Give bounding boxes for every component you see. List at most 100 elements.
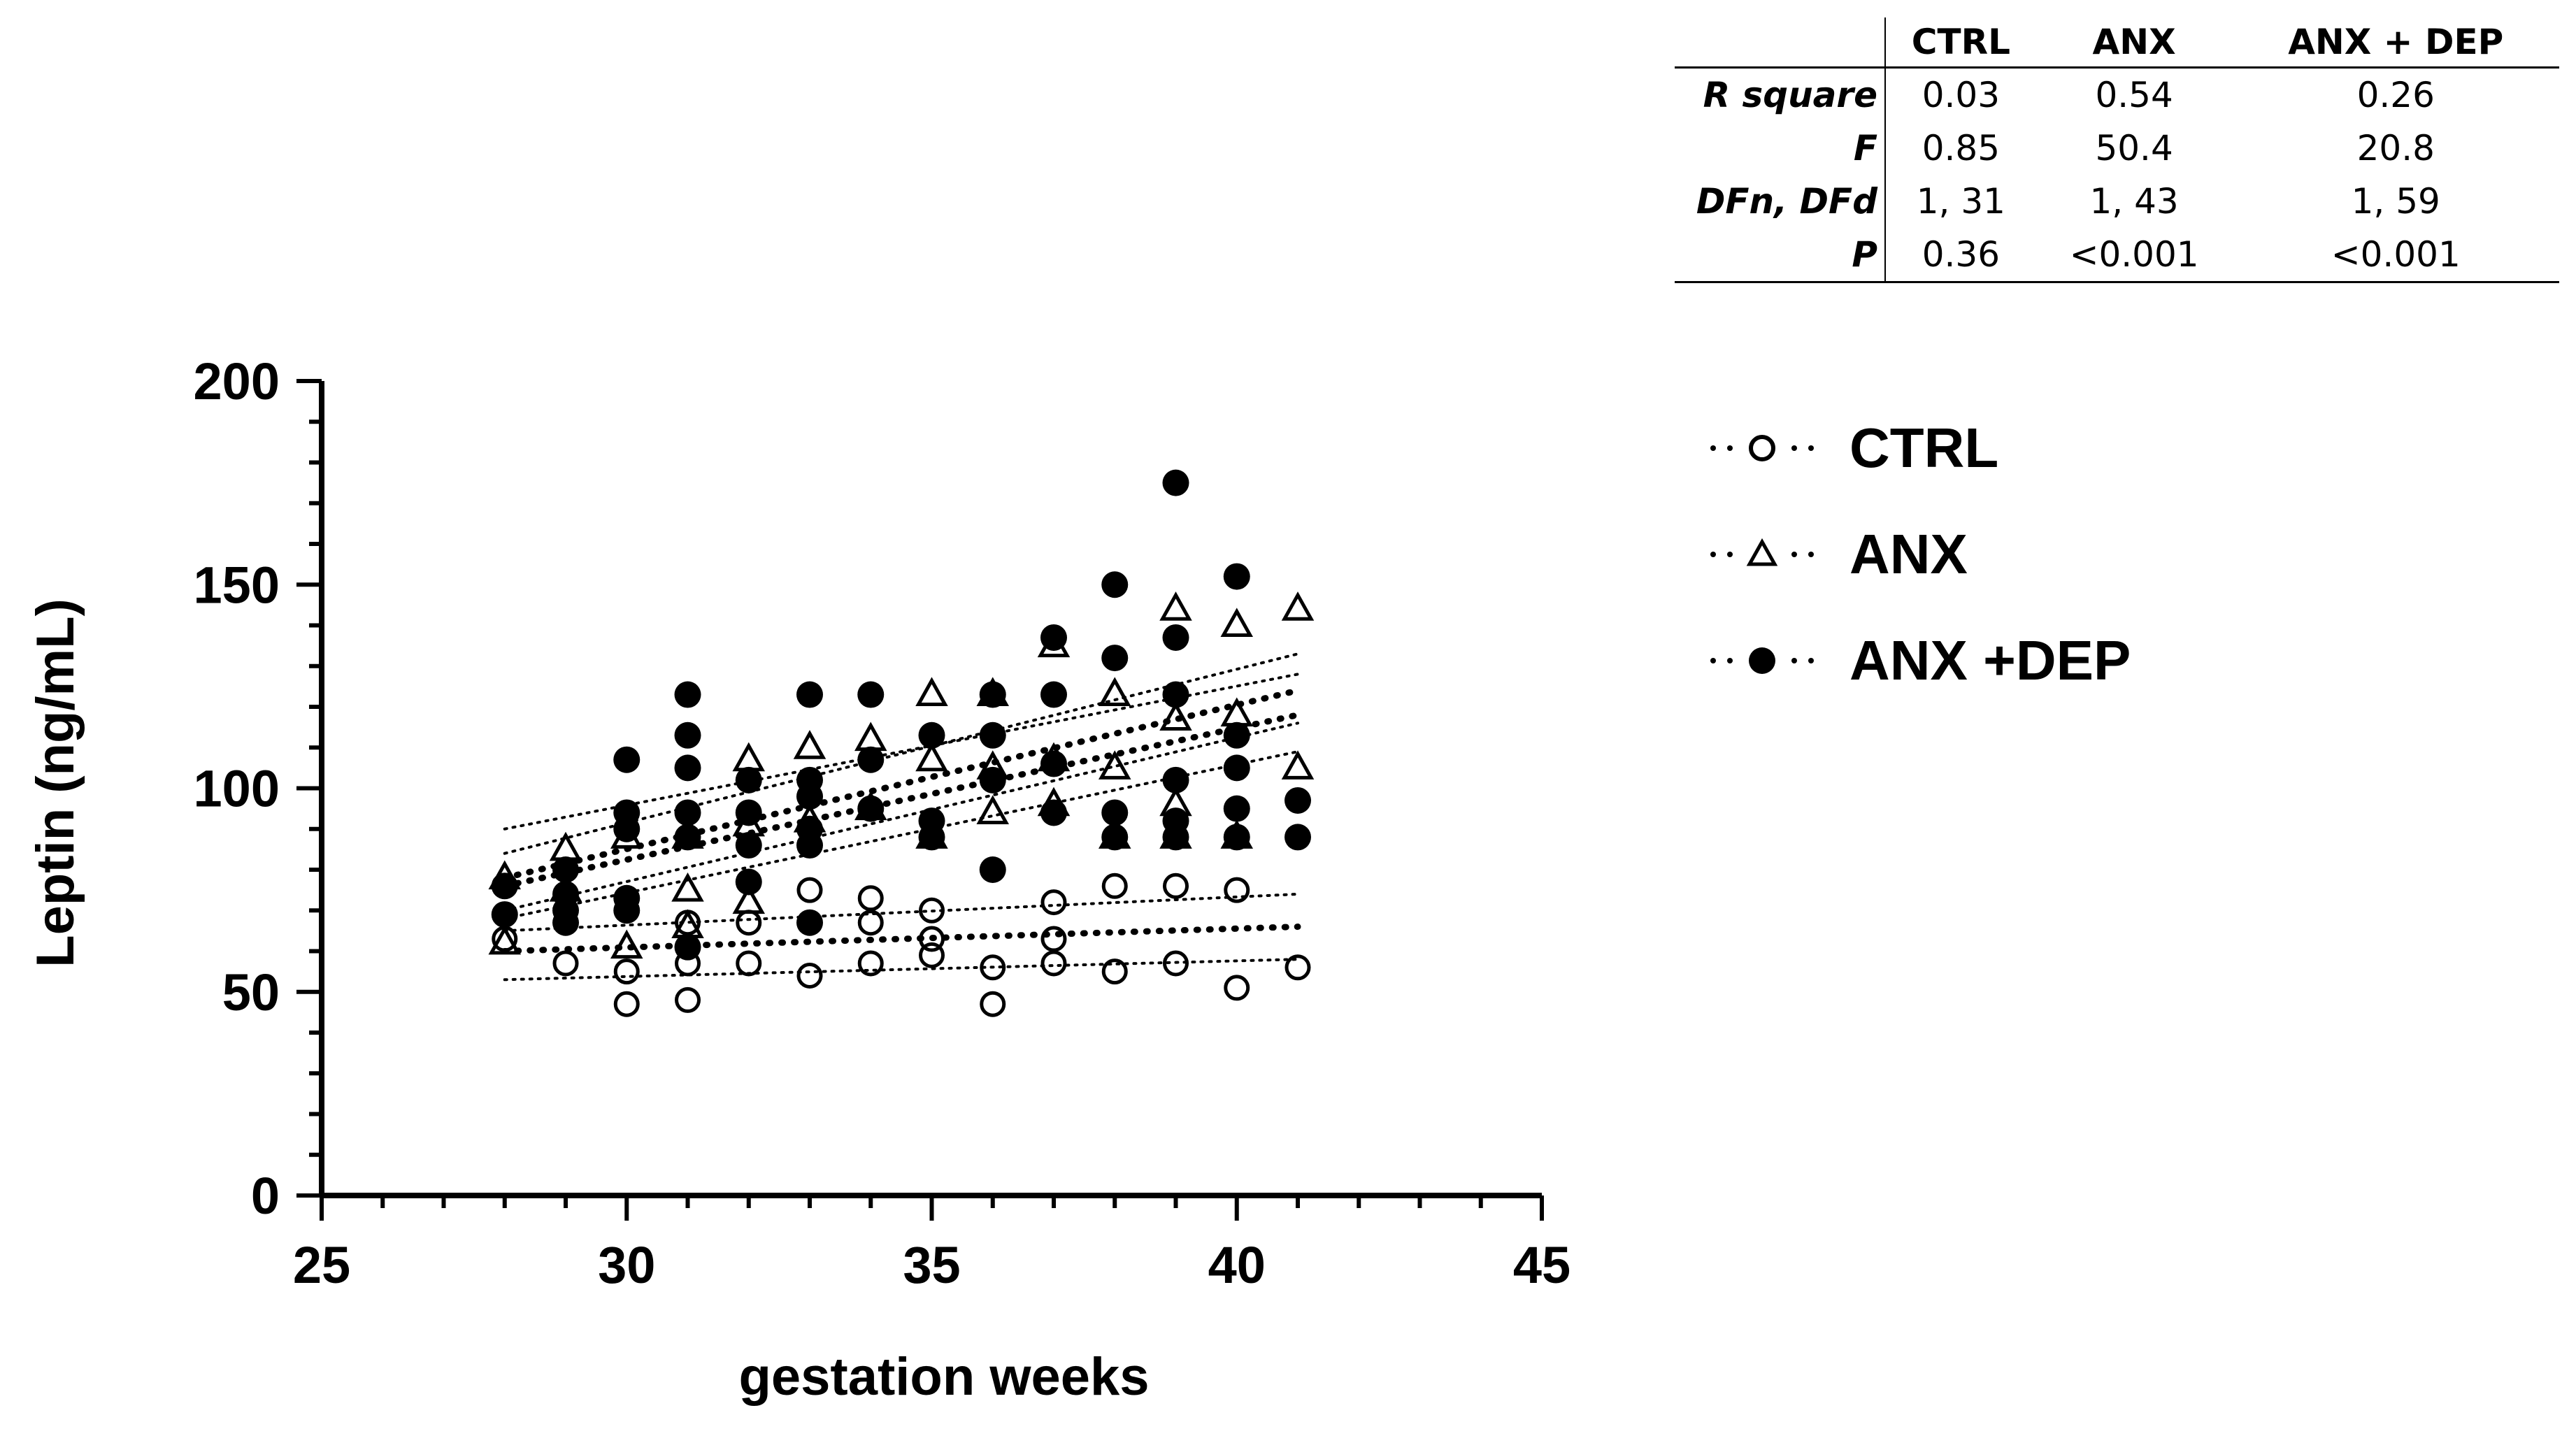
anx-dep-point — [491, 873, 518, 900]
anx-dep-point — [918, 824, 945, 851]
anx-dep-point — [857, 681, 885, 708]
anx-dep-point — [674, 824, 701, 851]
anx-point — [732, 742, 766, 772]
y-axis-title: Leptin (ng/mL) — [26, 598, 85, 968]
anx-dep-point — [735, 799, 762, 826]
anx-dep-point — [613, 815, 641, 842]
stats-row-f: F 0.85 50.4 20.8 — [1675, 122, 2559, 175]
ctrl-point — [857, 910, 884, 936]
anx-dep-point — [796, 783, 823, 810]
anx-dep-point — [1285, 824, 1311, 851]
anx-dep-point — [979, 721, 1006, 749]
x-tick-label: 40 — [1208, 1236, 1266, 1294]
anx-dep-point — [1040, 681, 1067, 708]
anx-point — [1281, 750, 1315, 780]
legend-item-anx: ANX — [1706, 501, 2131, 608]
data-points — [488, 469, 1315, 1017]
ctrl-point — [857, 885, 884, 912]
x-tick-label: 45 — [1513, 1236, 1570, 1294]
anx-dep-point — [1040, 799, 1067, 826]
chart-legend: CTRL ANX ANX +DEP — [1706, 395, 2131, 714]
ctrl-point — [980, 991, 1006, 1017]
open-triangle-icon — [1710, 538, 1814, 566]
stats-row-dfn-dfd: DFn, DFd 1, 31 1, 43 1, 59 — [1675, 175, 2559, 228]
stats-row-label: R square — [1675, 67, 1886, 122]
anx-dep-point — [1223, 795, 1250, 822]
ctrl-point — [1224, 975, 1250, 1001]
y-tick-label: 0 — [251, 1167, 280, 1225]
ctrl-point — [919, 897, 945, 924]
stats-col-anx-dep: ANX + DEP — [2232, 17, 2559, 69]
stats-row-r-square: R square 0.03 0.54 0.26 — [1675, 67, 2559, 122]
anx-dep-point — [1223, 824, 1250, 851]
anx-dep-point — [796, 909, 823, 936]
anx-dep-point — [735, 766, 762, 794]
legend-item-ctrl: CTRL — [1706, 395, 2131, 501]
anx-point — [915, 742, 948, 772]
x-tick-label: 35 — [903, 1236, 960, 1294]
anx-point — [488, 925, 522, 955]
legend-item-anx-dep: ANX +DEP — [1706, 608, 2131, 714]
anx-dep-point — [552, 856, 579, 883]
ctrl-point — [613, 991, 640, 1017]
stats-cell: <0.001 — [2232, 228, 2559, 283]
anx-dep-point — [1285, 787, 1311, 814]
stats-row-label: DFn, DFd — [1675, 175, 1886, 228]
anx-dep-point — [1223, 754, 1250, 782]
stats-cell: 0.54 — [2095, 75, 2173, 115]
anx-dep-point — [1223, 563, 1250, 590]
anx-dep-point — [613, 897, 641, 924]
stats-header-blank — [1675, 17, 1886, 69]
stats-col-ctrl: CTRL — [1885, 17, 2036, 69]
ctrl-ci-lower-line — [503, 958, 1299, 982]
legend-label: ANX — [1849, 523, 1968, 585]
anx-dep-point — [1101, 824, 1129, 851]
anx-dep-point — [979, 856, 1006, 883]
stats-cell: 0.85 — [1922, 128, 2001, 168]
stats-cell: 0.36 — [1885, 228, 2036, 283]
ctrl-point — [980, 954, 1006, 981]
anx-point — [671, 873, 704, 902]
anx-ci-lower-line — [503, 721, 1299, 912]
anx-dep-point — [552, 909, 579, 936]
ctrl-point — [1101, 958, 1128, 985]
regression-stats-table: CTRL ANX ANX + DEP R square 0.03 0.54 0.… — [1675, 17, 2559, 283]
anx-dep-point — [1162, 681, 1189, 708]
anx-dep-point — [857, 795, 885, 822]
anx-point — [549, 831, 582, 861]
anx-dep-point — [674, 799, 701, 826]
anx-dep-point — [857, 746, 885, 773]
anx-dep-point — [1223, 721, 1250, 749]
anx-point — [610, 929, 643, 959]
anx-point — [915, 677, 948, 707]
ctrl-point — [552, 950, 579, 977]
anx-dep-point — [1162, 469, 1189, 496]
ctrl-point — [1163, 873, 1189, 899]
stats-cell: 0.26 — [2356, 75, 2435, 115]
anx-point — [854, 721, 887, 752]
anx-dep-point — [1162, 824, 1189, 851]
stats-col-anx: ANX — [2035, 17, 2233, 69]
ctrl-point — [1040, 889, 1067, 916]
x-tick-label: 30 — [598, 1236, 655, 1294]
stats-cell: 1, 31 — [1916, 181, 2005, 222]
anx-dep-point — [1101, 799, 1129, 826]
anx-point — [976, 795, 1010, 824]
anx-dep-point — [979, 681, 1006, 708]
ctrl-ci-upper-line — [503, 892, 1299, 933]
anx-dep-point — [979, 766, 1006, 794]
stats-row-label: P — [1675, 228, 1886, 283]
anx-point — [1098, 677, 1131, 707]
anx-point — [1220, 608, 1254, 637]
ctrl-point — [796, 962, 823, 989]
open-circle-icon — [1710, 435, 1814, 461]
ctrl-point — [857, 950, 884, 977]
ctrl-point — [919, 942, 945, 968]
stats-cell: 20.8 — [2356, 128, 2435, 168]
anx-dep-point — [674, 754, 701, 782]
ctrl-point — [1040, 950, 1067, 977]
anx-dep-point — [918, 721, 945, 749]
anx-dep-point — [1040, 750, 1067, 777]
anx-point — [793, 730, 827, 759]
